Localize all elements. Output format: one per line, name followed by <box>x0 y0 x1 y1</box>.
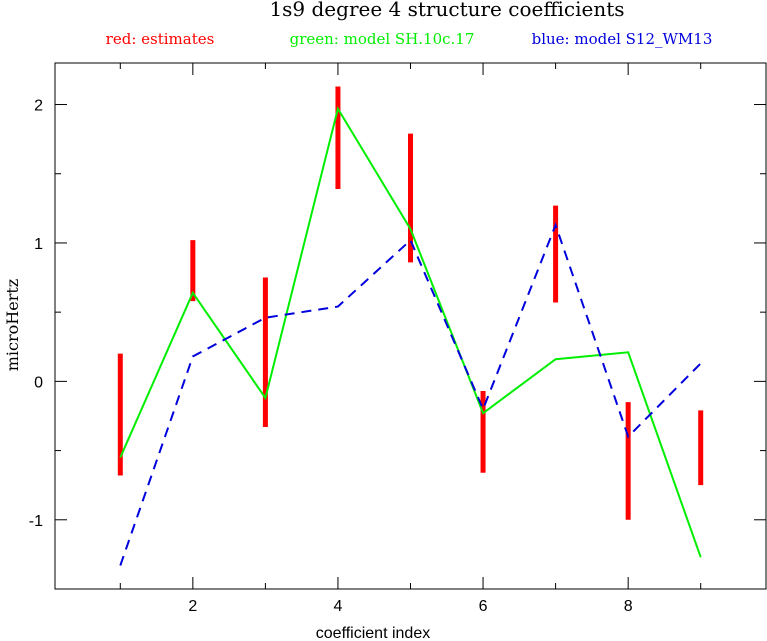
x-tick-label: 6 <box>479 598 488 615</box>
x-axis-label: coefficient index <box>316 625 430 641</box>
y-tick-label: 2 <box>34 98 43 115</box>
series-line-sh10c17 <box>119 106 702 558</box>
chart-title: 1s9 degree 4 structure coefficients <box>269 0 624 21</box>
x-tick-label: 4 <box>333 598 342 615</box>
x-tick-label: 8 <box>624 598 633 615</box>
y-tick-label: 0 <box>34 374 43 391</box>
y-axis-label: microHertz <box>3 279 22 371</box>
data-marks <box>117 86 704 566</box>
legend-entry: green: model SH.10c.17 <box>290 30 475 48</box>
y-tick-label: 1 <box>34 236 43 253</box>
legend-entry: red: estimates <box>106 30 215 48</box>
y-tick-label: -1 <box>29 513 43 530</box>
legend: red: estimates green: model SH.10c.17 blue… <box>106 30 713 48</box>
axis-ticks: 2 4 6 8 -1 0 1 2 <box>29 63 766 615</box>
legend-entry: blue: model S12_WM13 <box>532 30 713 48</box>
x-tick-label: 2 <box>188 598 197 615</box>
series-line-s12wm13 <box>119 222 702 566</box>
